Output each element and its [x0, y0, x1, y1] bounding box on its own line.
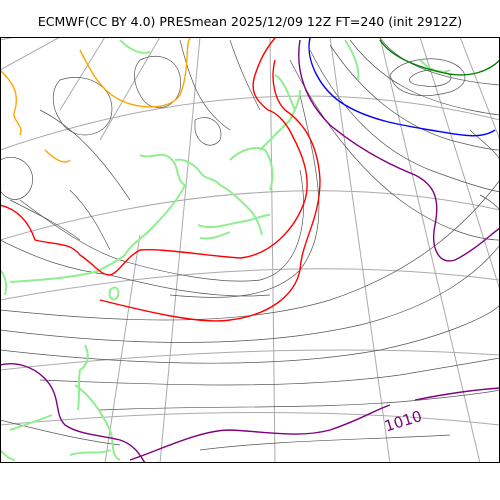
- isobar-1020: [0, 37, 321, 322]
- coastlines: [0, 39, 451, 461]
- pressure-map: 1010: [0, 37, 500, 463]
- contour-label-1010: 1010: [382, 407, 424, 435]
- isobar-990: [379, 39, 500, 76]
- map-title: ECMWF(CC BY 4.0) PRESmean 2025/12/09 12Z…: [37, 14, 463, 29]
- isobar-lines: [0, 37, 500, 451]
- isobar-1030: [0, 37, 191, 163]
- isobar-1010: [0, 39, 500, 463]
- isobar-1000: [308, 37, 496, 137]
